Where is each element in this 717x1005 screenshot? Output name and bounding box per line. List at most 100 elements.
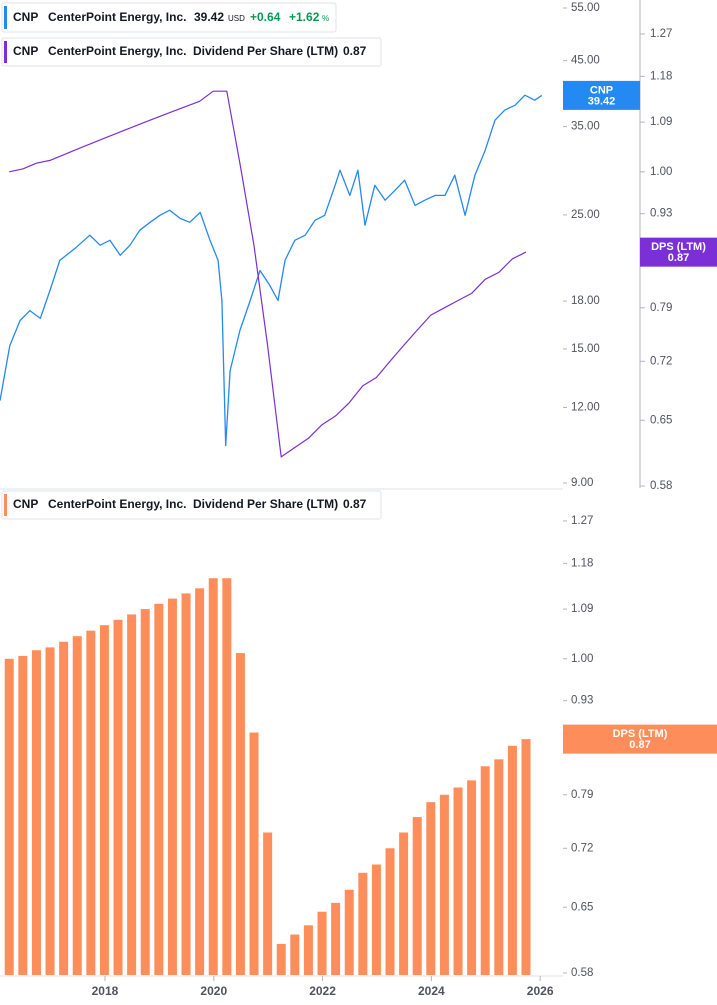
badge-name: DPS (LTM): [651, 241, 706, 253]
legend-value: 0.87: [343, 497, 367, 511]
y-tick-label: 0.93: [571, 695, 593, 707]
bar: [453, 787, 463, 975]
legend-pct-unit: %: [322, 14, 329, 23]
bar: [317, 911, 327, 975]
bar: [290, 934, 300, 975]
legend-symbol: CNP: [13, 10, 38, 24]
y2-tick-label: 0.79: [650, 302, 672, 314]
bar: [140, 609, 150, 975]
bar-legend: CNP CenterPoint Energy, Inc. Dividend Pe…: [1, 490, 382, 520]
bar: [222, 578, 232, 975]
y-tick-label: 9.00: [571, 477, 593, 489]
y-tick-label: 0.79: [571, 789, 593, 801]
bar: [371, 864, 381, 975]
bar: [113, 619, 123, 975]
bar: [86, 630, 96, 975]
bar: [18, 655, 28, 975]
bar: [439, 794, 449, 975]
y2-tick-label: 1.18: [650, 70, 672, 82]
series-line: [0, 94, 543, 447]
bar: [467, 780, 477, 975]
legend-company: CenterPoint Energy, Inc.: [48, 10, 186, 24]
bar: [507, 745, 517, 975]
bar: [358, 872, 368, 975]
y-tick-label: 1.00: [571, 653, 593, 665]
legend-metric: Dividend Per Share (LTM): [193, 497, 338, 511]
legend-company: CenterPoint Energy, Inc.: [48, 497, 186, 511]
value-badge: [563, 80, 640, 110]
legend-swatch: [4, 41, 7, 63]
bar: [331, 902, 341, 975]
y-tick-label: 55.00: [571, 2, 600, 14]
bar: [385, 848, 395, 975]
bar: [4, 658, 14, 975]
y2-tick-label: 0.65: [650, 414, 672, 426]
badge-value: 0.87: [668, 252, 689, 264]
bar: [399, 832, 409, 975]
x-tick-label: 2022: [309, 984, 336, 998]
bar: [494, 759, 504, 975]
x-tick-label: 2024: [418, 984, 445, 998]
legend-metric: Dividend Per Share (LTM): [193, 44, 338, 58]
y-tick-label: 1.09: [571, 603, 593, 615]
bar: [303, 925, 313, 975]
bar: [154, 603, 164, 975]
y2-tick-label: 1.00: [650, 166, 672, 178]
legend-symbol: CNP: [13, 497, 38, 511]
bar: [208, 578, 218, 975]
bar: [181, 593, 191, 975]
badge-value: 0.87: [629, 739, 650, 751]
bar: [45, 647, 55, 975]
badge-name: CNP: [590, 84, 613, 96]
x-tick-label: 2020: [200, 984, 227, 998]
y2-tick-label: 1.27: [650, 28, 672, 40]
value-badge: [640, 237, 717, 267]
legend-value: 0.87: [343, 44, 367, 58]
bar: [31, 650, 41, 975]
bar: [426, 802, 436, 975]
price-legend: CNP CenterPoint Energy, Inc. 39.42 USD +…: [1, 2, 337, 33]
legend-company: CenterPoint Energy, Inc.: [48, 44, 186, 58]
bar: [99, 625, 109, 975]
y-tick-label: 0.65: [571, 901, 593, 913]
y2-tick-label: 0.93: [650, 208, 672, 220]
legend-swatch: [4, 6, 7, 29]
legend-price: 39.42: [194, 10, 224, 24]
legend-currency: USD: [228, 14, 245, 23]
y-tick-label: 0.72: [571, 842, 593, 854]
bar: [167, 598, 177, 975]
bar: [263, 832, 273, 975]
bar: [72, 636, 82, 975]
dps-legend: CNP CenterPoint Energy, Inc. Dividend Pe…: [1, 37, 382, 67]
bar: [344, 889, 354, 975]
value-badge: [563, 724, 717, 754]
legend-change: +0.64: [250, 10, 281, 24]
legend-change-pct: +1.62: [289, 10, 320, 24]
bar: [412, 817, 422, 975]
bar: [235, 653, 245, 975]
bar: [276, 943, 286, 975]
x-tick-label: 2026: [527, 984, 554, 998]
y-tick-label: 18.00: [571, 295, 600, 307]
y2-tick-label: 0.72: [650, 355, 672, 367]
y-tick-label: 45.00: [571, 55, 600, 67]
badge-value: 39.42: [588, 95, 616, 107]
bar: [59, 641, 69, 975]
legend-box: [1, 37, 382, 67]
series-line: [9, 90, 527, 458]
legend-symbol: CNP: [13, 44, 38, 58]
y2-tick-label: 0.58: [650, 480, 672, 492]
y-tick-label: 1.27: [571, 515, 593, 527]
y-tick-label: 15.00: [571, 343, 600, 355]
bar: [195, 588, 205, 975]
bottom-plot: [4, 578, 531, 975]
bar: [249, 732, 259, 975]
y-tick-label: 0.58: [571, 967, 593, 979]
y-tick-label: 12.00: [571, 402, 600, 414]
legend-swatch: [4, 494, 7, 516]
bar: [127, 614, 137, 975]
bar: [521, 739, 531, 975]
legend-box: [1, 2, 337, 33]
